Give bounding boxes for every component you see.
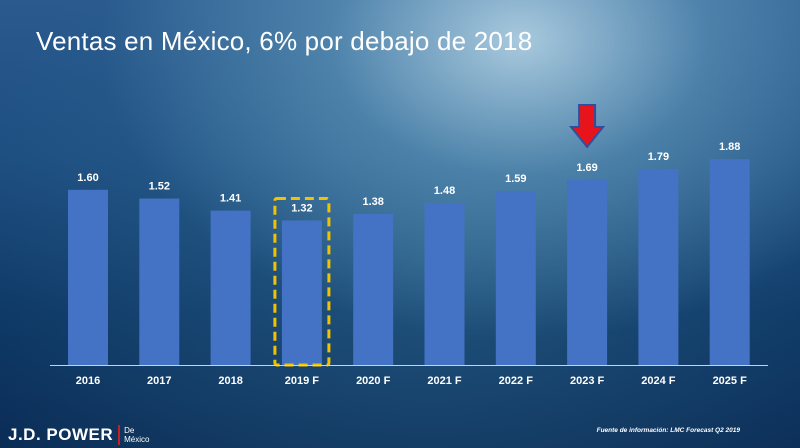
value-label: 1.88 — [719, 141, 740, 153]
bar-2016 — [68, 189, 108, 365]
bar-2023-f — [567, 179, 608, 365]
category-label: 2019 F — [285, 375, 320, 387]
bar-2020-f — [353, 213, 394, 365]
value-label: 1.59 — [505, 173, 526, 185]
bar-2022-f — [495, 190, 536, 365]
logo-separator — [118, 425, 121, 445]
logo-sub-line2: México — [124, 435, 150, 444]
bar-2021-f — [424, 202, 465, 365]
category-label: 2016 — [76, 375, 100, 387]
value-label: 1.38 — [362, 196, 383, 208]
bar-2017 — [139, 198, 180, 365]
category-label: 2018 — [218, 375, 242, 387]
value-label: 1.41 — [220, 193, 241, 205]
logo-sub-line1: De — [124, 426, 135, 435]
bar-2025-f — [709, 159, 750, 365]
bar-2019-f — [281, 220, 322, 365]
category-label: 2021 F — [427, 375, 462, 387]
value-label: 1.32 — [291, 202, 312, 214]
value-label: 1.60 — [77, 172, 98, 184]
category-label: 2017 — [147, 375, 171, 387]
value-label: 1.79 — [648, 151, 669, 163]
category-label: 2024 F — [641, 375, 676, 387]
category-label: 2022 F — [499, 375, 534, 387]
logo-brand: J.D. POWER — [8, 425, 114, 444]
value-label: 1.52 — [149, 181, 170, 193]
logo-subtitle: De México — [124, 426, 149, 444]
source-note: Fuente de información: LMC Forecast Q2 2… — [596, 427, 740, 434]
bar-2018 — [210, 210, 251, 365]
chart-title: Ventas en México, 6% por debajo de 2018 — [36, 26, 533, 56]
category-label: 2023 F — [570, 375, 605, 387]
category-label: 2025 F — [713, 375, 748, 387]
value-label: 1.69 — [576, 162, 597, 174]
jd-power-logo: J.D. POWER De México — [8, 425, 149, 445]
value-label: 1.48 — [434, 185, 455, 197]
category-label: 2020 F — [356, 375, 391, 387]
bar-2024-f — [638, 168, 679, 365]
down-arrow-icon — [569, 103, 606, 149]
